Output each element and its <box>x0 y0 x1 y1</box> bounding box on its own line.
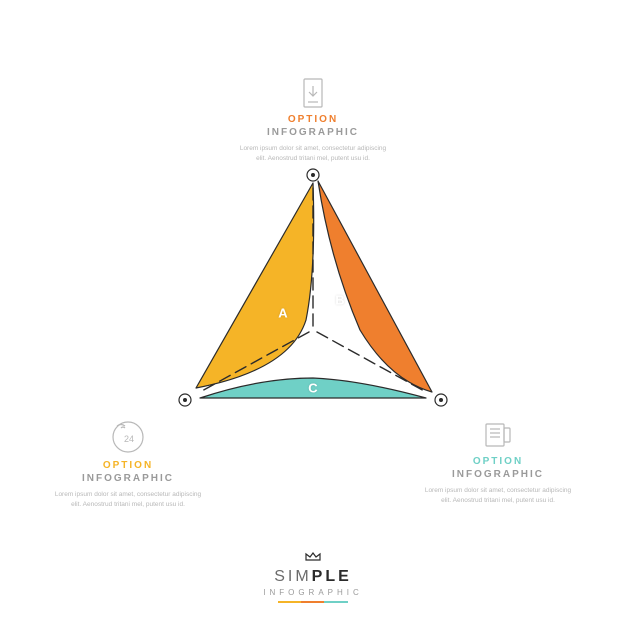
option-subtitle: INFOGRAPHIC <box>53 473 203 484</box>
option-right: OPTION INFOGRAPHIC Lorem ipsum dolor sit… <box>423 420 573 506</box>
option-title: OPTION <box>53 460 203 471</box>
option-subtitle: INFOGRAPHIC <box>423 469 573 480</box>
segment-label-b: B <box>335 293 344 308</box>
brand-word: SIMPLE <box>0 568 626 586</box>
option-subtitle: INFOGRAPHIC <box>223 127 403 138</box>
brand-underline <box>278 601 348 603</box>
option-desc: Lorem ipsum dolor sit amet, consectetur … <box>423 486 573 506</box>
support-24-icon: 24 <box>53 420 203 454</box>
option-desc: Lorem ipsum dolor sit amet, consectetur … <box>53 490 203 510</box>
option-title: OPTION <box>423 456 573 467</box>
option-top: OPTION INFOGRAPHIC Lorem ipsum dolor sit… <box>223 78 403 164</box>
news-icon <box>423 420 573 450</box>
infographic-stage: { "type": "triangular-segment-infographi… <box>0 0 626 626</box>
brand-sub: INFOGRAPHIC <box>0 588 626 597</box>
brand-block: SIMPLE INFOGRAPHIC <box>0 548 626 603</box>
segment-label-a: A <box>278 306 287 321</box>
option-desc: Lorem ipsum dolor sit amet, consectetur … <box>238 144 388 164</box>
option-left: 24 OPTION INFOGRAPHIC Lorem ipsum dolor … <box>53 420 203 510</box>
option-title: OPTION <box>223 114 403 125</box>
segment-label-c: C <box>308 381 317 396</box>
download-icon <box>223 78 403 108</box>
crown-icon <box>0 548 626 566</box>
svg-text:24: 24 <box>124 434 134 444</box>
